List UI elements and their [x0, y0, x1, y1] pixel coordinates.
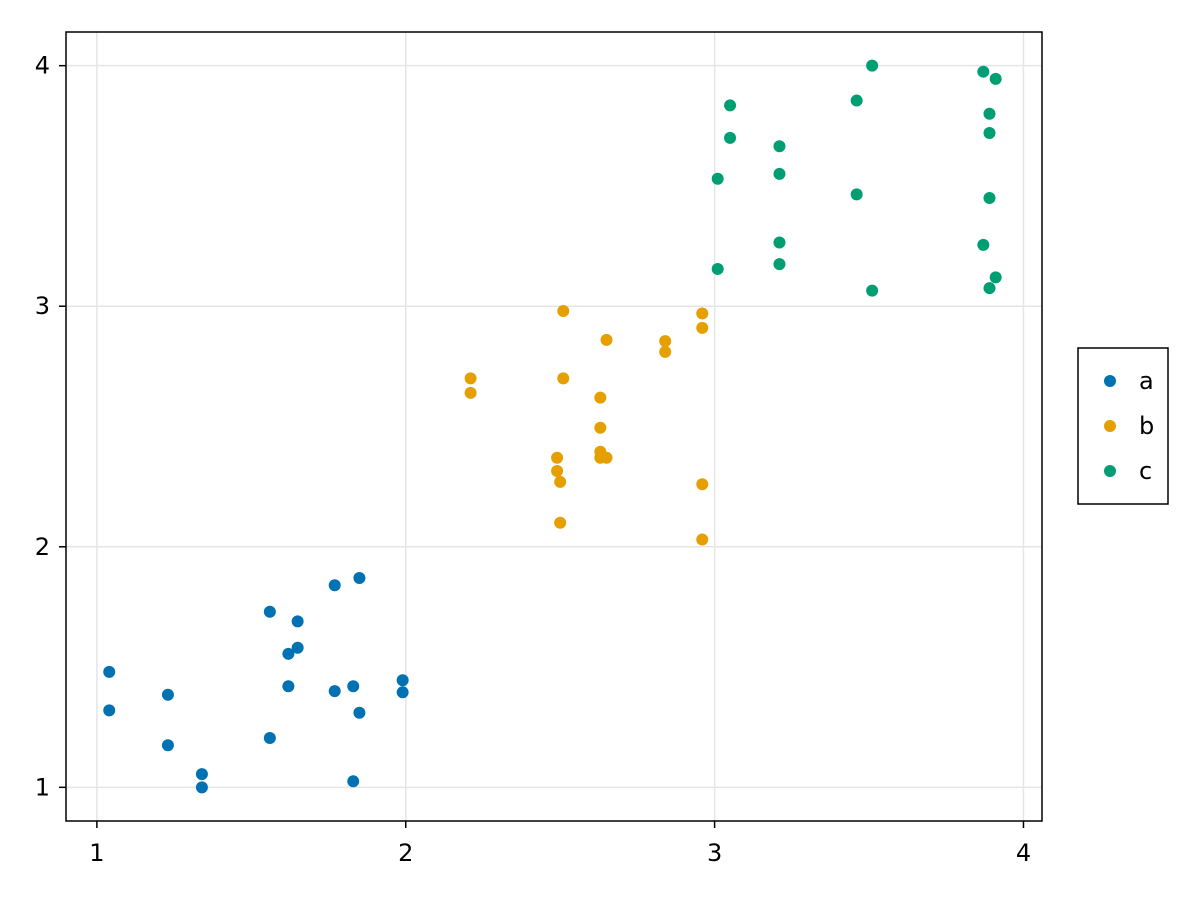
data-point — [696, 478, 709, 491]
data-point — [773, 236, 786, 249]
data-point — [161, 739, 174, 752]
data-point — [724, 131, 737, 144]
series-b — [464, 305, 709, 546]
data-point — [659, 345, 672, 358]
data-point — [195, 781, 208, 794]
data-point — [711, 172, 724, 185]
data-point — [291, 615, 304, 628]
data-point — [773, 140, 786, 153]
x-tick-label: 1 — [89, 839, 104, 867]
data-point — [773, 167, 786, 180]
y-axis-ticks: 1 2 3 4 — [35, 52, 66, 801]
data-point — [850, 94, 863, 107]
data-point — [696, 307, 709, 320]
x-tick-label: 3 — [707, 839, 722, 867]
y-tick-label: 3 — [35, 292, 50, 320]
x-axis-ticks: 1 2 3 4 — [89, 821, 1031, 867]
data-point — [161, 688, 174, 701]
y-tick-label: 2 — [35, 533, 50, 561]
data-point — [464, 372, 477, 385]
data-point — [989, 72, 1002, 85]
data-point — [983, 282, 996, 295]
data-point — [551, 465, 564, 478]
legend-marker — [1104, 375, 1116, 387]
data-point — [773, 258, 786, 271]
data-point — [659, 335, 672, 348]
legend-marker — [1104, 465, 1116, 477]
y-tick-label: 4 — [35, 52, 50, 80]
data-point — [353, 706, 366, 719]
data-point — [396, 686, 409, 699]
legend: abc — [1077, 347, 1169, 505]
plot-area-frame — [65, 31, 1043, 822]
data-point — [328, 579, 341, 592]
x-tick-label: 2 — [398, 839, 413, 867]
data-point — [977, 238, 990, 251]
y-tick-label: 1 — [35, 773, 50, 801]
legend-label: a — [1139, 367, 1154, 395]
data-point — [396, 674, 409, 687]
data-point — [103, 665, 116, 678]
data-point — [600, 333, 613, 346]
data-point — [347, 775, 360, 788]
grid-lines — [66, 32, 1042, 821]
data-point — [724, 99, 737, 112]
data-point — [850, 188, 863, 201]
data-point — [711, 262, 724, 275]
data-point — [282, 680, 295, 693]
legend-frame — [1077, 347, 1169, 505]
data-point — [554, 516, 567, 529]
series-c — [711, 59, 1002, 297]
data-point — [989, 271, 1002, 284]
data-point — [464, 386, 477, 399]
data-point — [557, 372, 570, 385]
data-point — [263, 732, 276, 745]
data-point — [291, 641, 304, 654]
data-point — [600, 451, 613, 464]
data-point — [866, 284, 879, 297]
data-point — [977, 65, 990, 78]
data-point — [866, 59, 879, 72]
data-point — [551, 451, 564, 464]
data-points — [103, 59, 1002, 794]
data-point — [983, 127, 996, 140]
x-tick-label: 4 — [1016, 839, 1031, 867]
data-point — [983, 107, 996, 120]
data-point — [557, 305, 570, 318]
data-point — [347, 680, 360, 693]
data-point — [983, 191, 996, 204]
data-point — [696, 533, 709, 546]
legend-marker — [1104, 420, 1116, 432]
data-point — [282, 647, 295, 660]
data-point — [594, 391, 607, 404]
series-a — [103, 572, 409, 794]
data-point — [594, 421, 607, 434]
data-point — [103, 704, 116, 717]
legend-label: b — [1139, 412, 1154, 440]
data-point — [353, 572, 366, 585]
data-point — [263, 605, 276, 618]
data-point — [328, 685, 341, 698]
data-point — [195, 768, 208, 781]
legend-label: c — [1139, 457, 1152, 485]
data-point — [554, 475, 567, 488]
data-point — [696, 321, 709, 334]
